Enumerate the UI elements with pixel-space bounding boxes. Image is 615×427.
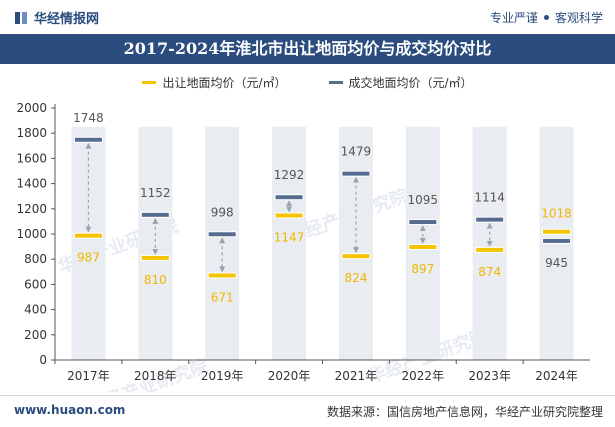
deal-marker (73, 136, 103, 143)
y-tick-label: 2000 (16, 101, 47, 115)
listing-marker (408, 243, 438, 250)
brand[interactable]: 华经情报网 (14, 8, 99, 27)
deal-marker (408, 219, 438, 226)
listing-value-label: 1018 (541, 207, 572, 221)
y-tick-label: 200 (24, 328, 47, 342)
x-tick-label: 2022年 (402, 369, 445, 383)
deal-marker (542, 237, 572, 244)
legend-item-deal[interactable]: 成交地面均价（元/㎡） (328, 72, 473, 92)
footer-site-link[interactable]: www.huaon.com (14, 403, 126, 417)
top-bar: 华经情报网 专业严谨 客观科学 (0, 0, 615, 34)
listing-marker (140, 254, 170, 261)
deal-marker (341, 170, 371, 177)
listing-marker (341, 253, 371, 260)
listing-marker (207, 272, 237, 279)
deal-value-label: 1152 (140, 186, 171, 200)
y-tick-label: 0 (39, 353, 47, 367)
legend-label-deal: 成交地面均价（元/㎡） (348, 75, 473, 90)
footer-source: 数据来源：国信房地产信息网，华经产业研究院整理 (326, 405, 603, 419)
slogan: 专业严谨 客观科学 (490, 9, 603, 26)
listing-value-label: 1147 (274, 230, 305, 244)
y-tick-label: 600 (24, 277, 47, 291)
y-tick-label: 1200 (16, 202, 47, 216)
category-column (71, 126, 106, 361)
listing-value-label: 897 (411, 262, 434, 276)
legend-label-listing: 出让地面均价（元/㎡） (162, 75, 287, 90)
footer: www.huaon.com 数据来源：国信房地产信息网，华经产业研究院整理 (0, 395, 615, 427)
deal-marker (207, 231, 237, 238)
deal-value-label: 1095 (408, 193, 439, 207)
category-column (472, 126, 507, 361)
deal-marker (475, 216, 505, 223)
category-column (205, 126, 240, 361)
y-tick-label: 800 (24, 252, 47, 266)
x-tick-label: 2024年 (535, 369, 578, 383)
listing-marker (542, 228, 572, 235)
deal-value-label: 945 (545, 256, 568, 270)
legend-item-listing[interactable]: 出让地面均价（元/㎡） (142, 72, 287, 92)
y-tick-label: 400 (24, 303, 47, 317)
listing-value-label: 810 (144, 273, 167, 287)
chart: 华经产业研究院华经产业研究院华经产业研究院华经产业研究院020040060080… (16, 101, 590, 392)
slogan-left: 专业严谨 (489, 11, 538, 25)
deal-value-label: 1748 (73, 111, 104, 125)
listing-value-label: 671 (211, 290, 234, 304)
chart-title: 2017-2024年淮北市出让地面均价与成交均价对比 (0, 34, 615, 64)
category-column (138, 126, 173, 361)
category-column (405, 126, 440, 361)
deal-value-label: 1114 (474, 191, 505, 205)
legend-swatch-listing-icon (142, 80, 157, 84)
chart-legend: 出让地面均价（元/㎡） 成交地面均价（元/㎡） (0, 72, 615, 92)
separator-dot-icon (543, 15, 549, 20)
y-tick-label: 1800 (16, 126, 47, 140)
legend-swatch-deal-icon (328, 80, 343, 84)
listing-value-label: 987 (77, 251, 100, 265)
y-tick-label: 1000 (16, 227, 47, 241)
brand-logo-icon (15, 11, 27, 24)
deal-marker (140, 211, 170, 218)
brand-name: 华经情报网 (34, 12, 100, 27)
x-tick-label: 2020年 (268, 369, 311, 383)
listing-marker (274, 212, 304, 219)
x-tick-label: 2017年 (67, 369, 110, 383)
listing-marker (73, 232, 103, 239)
x-tick-label: 2021年 (335, 369, 378, 383)
deal-value-label: 1292 (274, 168, 305, 182)
deal-value-label: 1479 (341, 145, 372, 159)
x-tick-label: 2019年 (201, 369, 244, 383)
deal-marker (274, 194, 304, 201)
x-tick-label: 2018年 (134, 369, 177, 383)
category-column (272, 126, 307, 361)
deal-value-label: 998 (211, 205, 234, 219)
x-tick-label: 2023年 (468, 369, 511, 383)
y-tick-label: 1600 (16, 151, 47, 165)
slogan-right: 客观科学 (554, 11, 603, 25)
footer-divider (0, 395, 615, 396)
listing-marker (475, 246, 505, 253)
listing-value-label: 874 (478, 265, 501, 279)
listing-value-label: 824 (344, 271, 367, 285)
y-tick-label: 1400 (16, 177, 47, 191)
category-column (338, 126, 373, 361)
